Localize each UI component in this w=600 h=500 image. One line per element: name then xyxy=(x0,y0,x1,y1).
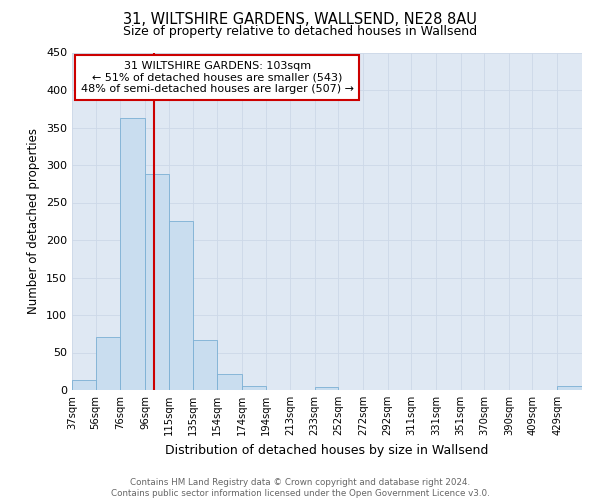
X-axis label: Distribution of detached houses by size in Wallsend: Distribution of detached houses by size … xyxy=(166,444,488,456)
Bar xyxy=(557,386,582,390)
Bar xyxy=(72,380,95,390)
Bar xyxy=(120,118,145,390)
Bar xyxy=(169,221,193,390)
Text: 31 WILTSHIRE GARDENS: 103sqm
← 51% of detached houses are smaller (543)
48% of s: 31 WILTSHIRE GARDENS: 103sqm ← 51% of de… xyxy=(81,61,354,94)
Text: Contains HM Land Registry data © Crown copyright and database right 2024.
Contai: Contains HM Land Registry data © Crown c… xyxy=(110,478,490,498)
Y-axis label: Number of detached properties: Number of detached properties xyxy=(28,128,40,314)
Bar xyxy=(217,374,242,390)
Bar xyxy=(314,387,338,390)
Text: 31, WILTSHIRE GARDENS, WALLSEND, NE28 8AU: 31, WILTSHIRE GARDENS, WALLSEND, NE28 8A… xyxy=(123,12,477,28)
Text: Size of property relative to detached houses in Wallsend: Size of property relative to detached ho… xyxy=(123,25,477,38)
Bar xyxy=(193,340,217,390)
Bar xyxy=(145,174,169,390)
Bar xyxy=(242,386,266,390)
Bar xyxy=(95,337,120,390)
